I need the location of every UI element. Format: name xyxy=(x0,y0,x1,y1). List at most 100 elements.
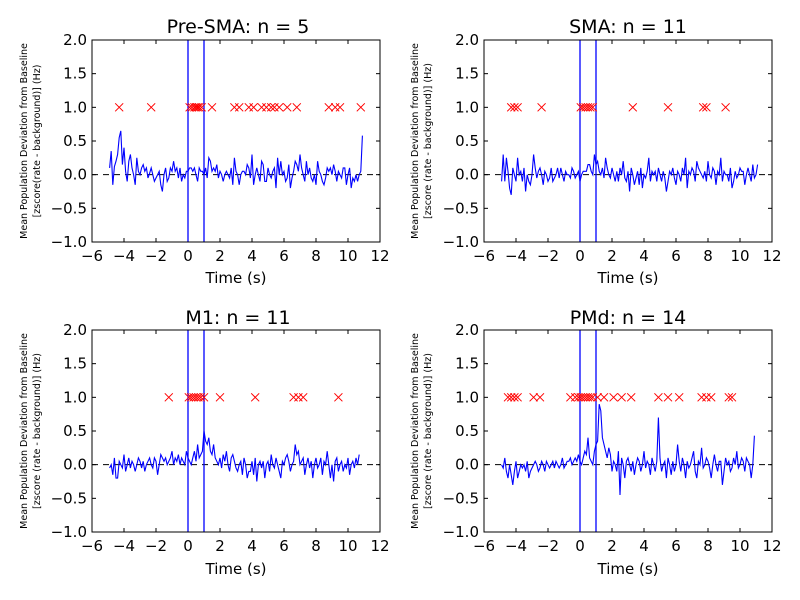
y-axis-label-line1: Mean Population Deviation from Baseline xyxy=(410,333,421,529)
x-tick-label: 4 xyxy=(247,537,257,555)
x-tick-label: 0 xyxy=(183,537,193,555)
chart-title: M1: n = 11 xyxy=(185,307,290,329)
chart-title: PMd: n = 14 xyxy=(570,307,687,329)
y-axis-label-line2: [zscore (rate - background)] (Hz) xyxy=(32,353,43,509)
x-tick-label: −4 xyxy=(113,537,135,555)
panel-sma: SMA: n = 11 Time (s) Mean Population Dev… xyxy=(410,16,782,287)
x-tick-label: 8 xyxy=(703,537,713,555)
event-marker xyxy=(356,102,366,112)
x-tick-label: 12 xyxy=(370,247,389,265)
y-tick-label: 2.0 xyxy=(63,321,87,339)
x-axis-label: Time (s) xyxy=(597,560,659,578)
y-tick-label: −0.5 xyxy=(51,199,87,217)
event-marker xyxy=(234,102,244,112)
y-tick-label: −1.0 xyxy=(443,233,479,251)
event-marker xyxy=(207,102,217,112)
event-marker xyxy=(626,392,636,402)
event-marker xyxy=(674,392,684,402)
event-marker xyxy=(510,102,519,112)
x-tick-label: 12 xyxy=(370,537,389,555)
x-tick-label: 8 xyxy=(703,247,713,265)
event-marker xyxy=(727,392,737,402)
y-tick-label: 0.5 xyxy=(455,422,479,440)
x-tick-label: 12 xyxy=(762,537,781,555)
x-tick-label: 10 xyxy=(338,247,357,265)
y-tick-label: 1.5 xyxy=(63,355,87,373)
event-marker xyxy=(193,102,202,112)
event-marker xyxy=(146,102,156,112)
event-marker xyxy=(274,102,284,112)
x-tick-label: 0 xyxy=(183,247,193,265)
x-tick-label: −2 xyxy=(537,537,559,555)
x-tick-label: 6 xyxy=(279,247,289,265)
series-line xyxy=(109,130,363,192)
x-tick-label: −2 xyxy=(145,537,167,555)
event-marker xyxy=(628,102,638,112)
y-axis-label-line1: Mean Population Deviation from Baseline xyxy=(19,43,30,239)
y-tick-label: 0.5 xyxy=(63,132,87,150)
event-marker xyxy=(698,102,708,112)
event-marker xyxy=(702,102,711,112)
y-tick-label: 1.5 xyxy=(63,65,87,83)
x-tick-label: −2 xyxy=(537,247,559,265)
event-marker xyxy=(506,102,516,112)
x-tick-label: −4 xyxy=(113,247,135,265)
y-tick-label: 0.0 xyxy=(455,166,479,184)
event-marker xyxy=(250,392,260,402)
event-marker xyxy=(537,102,546,112)
plot-area-m1 xyxy=(91,329,381,533)
plot-border xyxy=(483,329,773,533)
x-tick-label: 10 xyxy=(730,247,749,265)
series-line xyxy=(109,430,360,482)
y-axis-label-line1: Mean Population Deviation from Baseline xyxy=(410,43,421,239)
event-marker xyxy=(609,392,618,402)
y-tick-label: 1.5 xyxy=(455,355,479,373)
y-tick-label: 1.0 xyxy=(63,388,87,406)
event-marker xyxy=(721,102,730,112)
y-tick-label: 1.0 xyxy=(63,98,87,116)
event-marker xyxy=(335,102,345,112)
x-tick-label: 6 xyxy=(671,247,681,265)
x-axis-label: Time (s) xyxy=(597,269,659,287)
y-axis-label-line2: [zscore(rate - background)] (Hz) xyxy=(32,65,43,218)
x-tick-label: 10 xyxy=(730,537,749,555)
event-marker xyxy=(706,392,716,402)
event-marker xyxy=(663,392,673,402)
y-tick-label: 0.5 xyxy=(63,422,87,440)
y-tick-label: 1.5 xyxy=(455,65,479,83)
chart-title: Pre-SMA: n = 5 xyxy=(167,16,310,38)
y-tick-label: 2.0 xyxy=(455,321,479,339)
x-tick-label: −6 xyxy=(473,537,495,555)
plot-border xyxy=(483,39,773,243)
panel-m1: M1: n = 11 Time (s) Mean Population Devi… xyxy=(19,307,390,578)
plot-area-pre-sma xyxy=(91,39,381,243)
x-tick-label: −6 xyxy=(81,247,103,265)
event-marker xyxy=(196,392,206,402)
event-marker xyxy=(282,102,292,112)
event-marker xyxy=(529,392,538,402)
x-tick-label: 6 xyxy=(279,537,289,555)
event-marker xyxy=(114,102,124,112)
event-marker xyxy=(506,392,516,402)
event-marker xyxy=(593,392,602,402)
y-tick-label: −0.5 xyxy=(443,199,479,217)
panel-pre-sma: Pre-SMA: n = 5 Time (s) Mean Population … xyxy=(19,16,390,287)
x-tick-label: 4 xyxy=(639,537,649,555)
y-tick-label: −1.0 xyxy=(51,233,87,251)
y-tick-label: 1.0 xyxy=(455,98,479,116)
y-tick-label: 1.0 xyxy=(455,388,479,406)
plot-border xyxy=(91,39,381,243)
event-marker xyxy=(586,102,595,112)
event-marker xyxy=(586,392,595,402)
event-marker xyxy=(535,392,545,402)
x-tick-label: 8 xyxy=(311,247,321,265)
x-tick-label: 2 xyxy=(607,537,617,555)
event-marker xyxy=(510,392,519,402)
y-tick-label: 2.0 xyxy=(455,31,479,49)
x-tick-label: 6 xyxy=(671,537,681,555)
x-tick-label: −4 xyxy=(505,537,527,555)
x-tick-label: 2 xyxy=(607,247,617,265)
series-line xyxy=(501,403,755,496)
x-tick-label: −6 xyxy=(473,247,495,265)
